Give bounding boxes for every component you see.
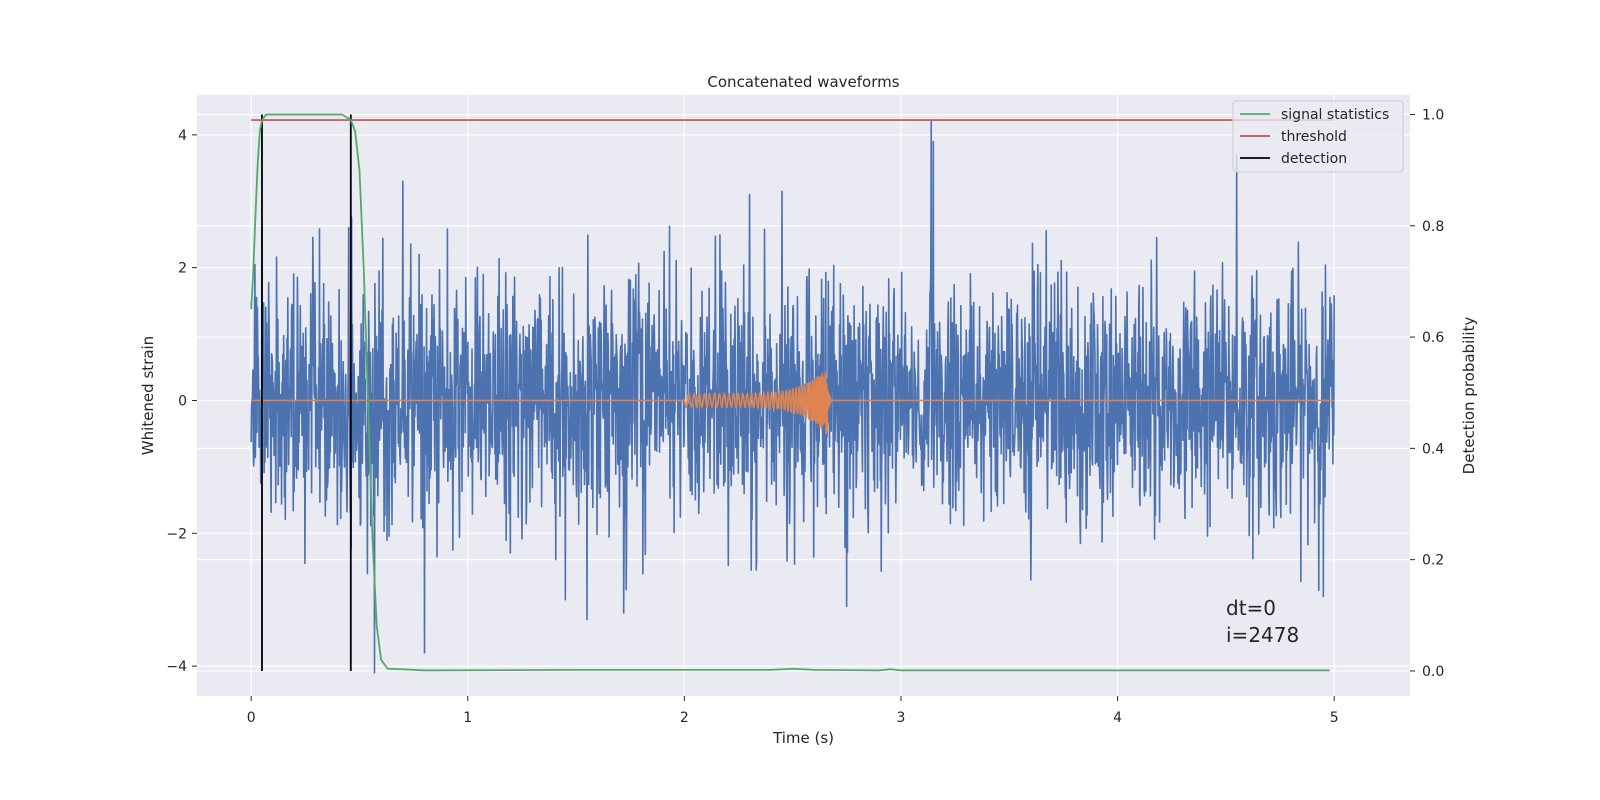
x-tick-label: 4 xyxy=(1113,710,1122,726)
waveform-line xyxy=(251,371,1335,435)
y-right-tick-label: 0.2 xyxy=(1422,553,1444,569)
legend-label-detection: detection xyxy=(1281,151,1347,167)
y-right-tick-label: 0.0 xyxy=(1422,664,1444,680)
annotation-index: i=2478 xyxy=(1226,623,1299,647)
y-right-tick-label: 0.4 xyxy=(1422,441,1444,457)
x-tick-label: 0 xyxy=(247,710,256,726)
legend-box xyxy=(1232,100,1404,173)
x-tick-label: 3 xyxy=(897,710,906,726)
y-tick-label: 0 xyxy=(178,393,187,409)
x-tick-label: 5 xyxy=(1330,710,1339,726)
legend-label-signal-statistics: signal statistics xyxy=(1281,107,1389,123)
detection-series xyxy=(261,114,352,671)
y-tick-label: 4 xyxy=(178,128,187,144)
x-axis-label: Time (s) xyxy=(772,729,834,747)
y-right-tick-label: 1.0 xyxy=(1422,107,1444,123)
y-tick-label: −4 xyxy=(166,659,187,675)
y-tick-label: 2 xyxy=(178,261,187,277)
signal-statistics-series xyxy=(250,113,1330,672)
y-right-tick-label: 0.6 xyxy=(1422,330,1444,346)
y-axis-right-label: Detection probability xyxy=(1460,317,1478,475)
strain-noise-line xyxy=(250,120,1335,674)
x-tick-label: 2 xyxy=(680,710,689,726)
y-right-tick-label: 0.8 xyxy=(1422,219,1444,235)
x-tick-label: 1 xyxy=(463,710,472,726)
waveform-series xyxy=(251,371,1335,435)
legend-label-threshold: threshold xyxy=(1281,129,1347,145)
strain-noise-series xyxy=(250,120,1335,674)
chart-title: Concatenated waveforms xyxy=(707,73,899,91)
annotation-dt: dt=0 xyxy=(1226,596,1276,620)
y-tick-label: −2 xyxy=(166,526,187,542)
annotation-box: dt=0 i=2478 xyxy=(1226,596,1299,647)
y-axis-label: Whitened strain xyxy=(139,336,157,455)
signal-statistics-line xyxy=(250,113,1330,672)
axis-ticks: 0 1 2 3 4 5 −4 −2 0 2 4 0.0 0.2 0.4 0.6 0.8 1.0 xyxy=(166,107,1444,726)
legend: signal statistics threshold detection xyxy=(1232,100,1404,173)
